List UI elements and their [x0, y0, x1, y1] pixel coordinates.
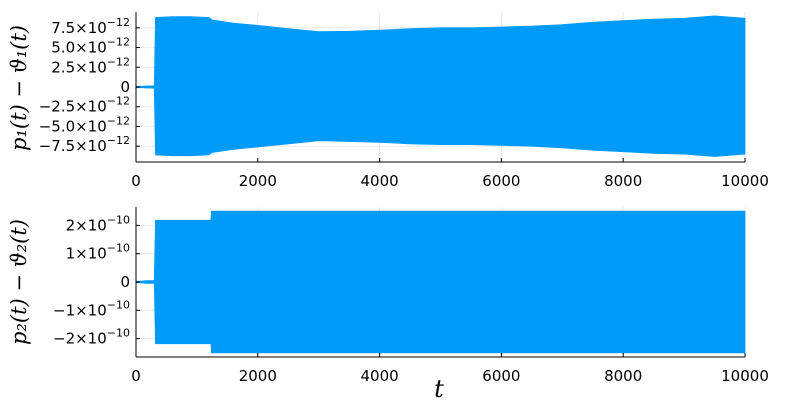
top-panel-y-tick-label: −2.5×10−12	[39, 95, 130, 116]
top-panel: 0 2000 4000 6000 8000 10000 7.5×10−125.0×10−1…	[7, 12, 769, 190]
bottom-panel-y-ticks: 2×10−10 1×10−10 0 −1×10−10 −2×10−10	[53, 213, 140, 348]
bottom-panel-series	[135, 210, 746, 354]
bottom-panel-y-axis-label: p₂(t) − ϑ₂(t)	[7, 219, 31, 345]
top-panel-series	[135, 15, 746, 157]
bottom-panel: 0 2000 4000 6000 8000 10000 2×10−10 1×10−10 0 −1…	[7, 207, 769, 400]
bottom-panel-x-ticks: 0 2000 4000 6000 8000 10000	[131, 353, 769, 385]
top-panel-x-tick-label: 8000	[604, 172, 642, 190]
top-panel-x-tick-label: 4000	[361, 172, 399, 190]
top-panel-y-tick-label: 7.5×10−12	[51, 16, 130, 37]
bottom-panel-series-band	[135, 210, 746, 354]
top-panel-x-tick-label: 0	[131, 172, 141, 190]
top-panel-y-tick-label: −7.5×10−12	[39, 134, 130, 155]
top-panel-y-tick-label: 2.5×10−12	[51, 55, 130, 76]
top-panel-x-tick-label: 10000	[721, 172, 769, 190]
top-panel-series-band	[135, 15, 746, 157]
top-panel-y-tick-label: 5.0×10−12	[51, 36, 130, 57]
bottom-panel-y-tick-label: 1×10−10	[66, 242, 130, 263]
bottom-panel-x-tick-label: 0	[131, 367, 141, 385]
bottom-panel-x-tick-label: 8000	[604, 367, 642, 385]
bottom-panel-y-tick-label: −2×10−10	[53, 327, 130, 348]
bottom-panel-x-tick-label: 2000	[239, 367, 277, 385]
top-panel-y-tick-label: −5.0×10−12	[39, 114, 130, 135]
bottom-panel-x-tick-label: 4000	[361, 367, 399, 385]
top-panel-x-tick-label: 2000	[239, 172, 277, 190]
bottom-panel-y-tick-label: 0	[120, 273, 130, 291]
top-panel-y-tick-label: 0	[120, 78, 130, 96]
top-panel-y-axis-label: p₁(t) − ϑ₁(t)	[7, 25, 31, 151]
bottom-panel-x-tick-label: 6000	[482, 367, 520, 385]
bottom-panel-x-tick-label: 10000	[721, 367, 769, 385]
top-panel-x-tick-label: 6000	[482, 172, 520, 190]
bottom-panel-y-tick-label: −1×10−10	[53, 298, 130, 319]
bottom-panel-y-tick-label: 2×10−10	[66, 213, 130, 234]
bottom-panel-x-axis-label: t	[434, 375, 444, 400]
top-panel-x-ticks: 0 2000 4000 6000 8000 10000	[131, 158, 769, 190]
top-panel-y-ticks: 7.5×10−125.0×10−122.5×10−12 0−2.5×10−12−5…	[39, 16, 140, 155]
